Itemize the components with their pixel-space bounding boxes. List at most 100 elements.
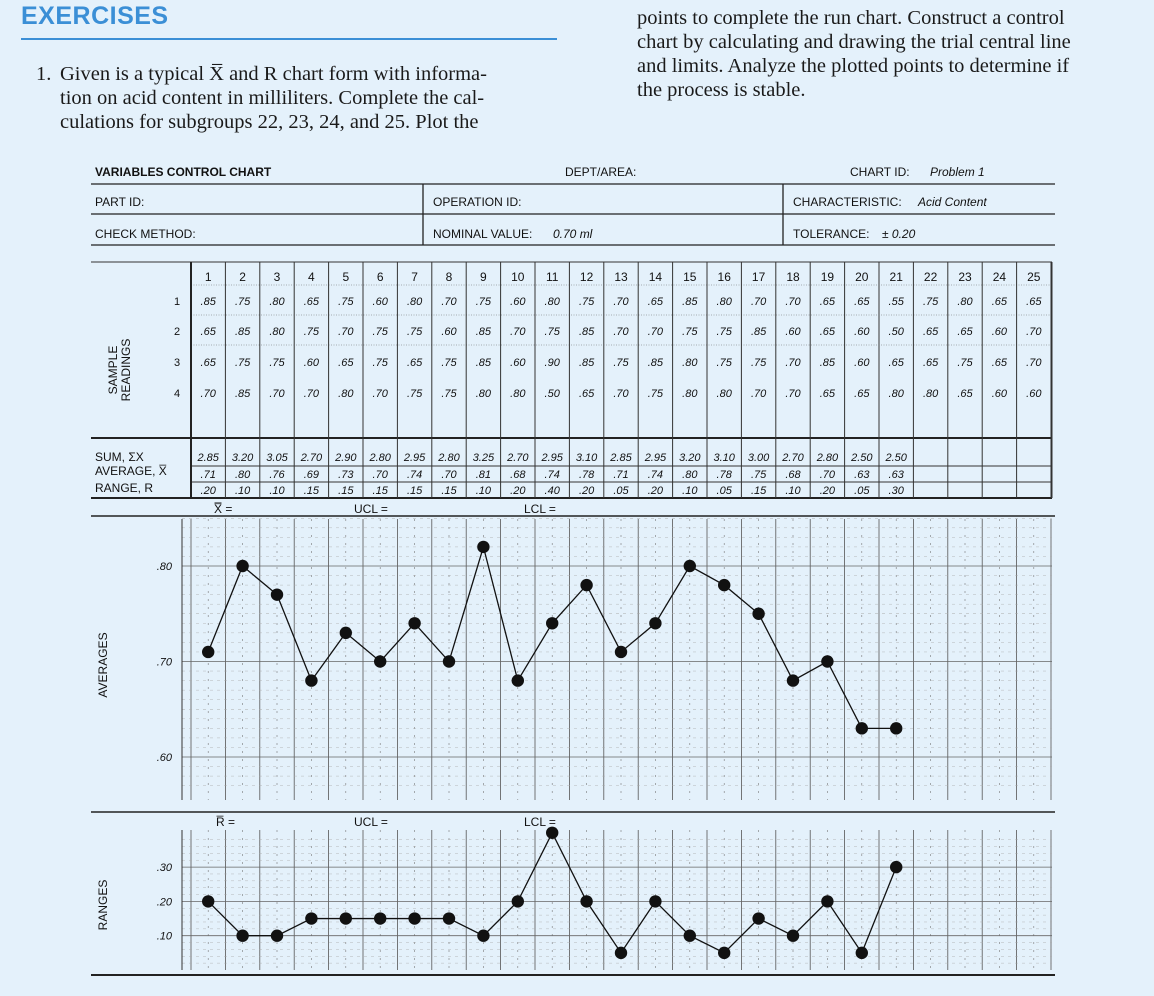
range-point: [649, 895, 662, 908]
reading-value: .70: [510, 326, 526, 338]
average-point: [477, 540, 490, 554]
average-value: .68: [785, 469, 801, 481]
range-point: [546, 826, 559, 839]
reading-value: .75: [235, 296, 251, 308]
range-value: .05: [613, 485, 629, 497]
reading-value: .85: [579, 326, 595, 338]
range-value: .10: [269, 485, 285, 497]
avg-tick-label: .70: [157, 657, 173, 669]
reading-value: .70: [785, 357, 801, 369]
sum-value: 3.10: [713, 452, 735, 464]
check-method-label: CHECK METHOD:: [95, 227, 196, 241]
range-tick-label: .30: [157, 862, 173, 874]
range-value: .40: [545, 485, 561, 497]
reading-value: .65: [923, 357, 939, 369]
nominal-value: 0.70 ml: [553, 227, 593, 241]
reading-value: .70: [373, 388, 389, 400]
title-rule: [21, 38, 557, 40]
reading-value: .85: [235, 326, 251, 338]
reading-value: .65: [889, 357, 905, 369]
range-value: .30: [889, 485, 905, 497]
exercise-number: 1.: [36, 63, 52, 85]
reading-value: .85: [648, 357, 664, 369]
range-point: [477, 929, 490, 942]
subgroup-number: 19: [821, 270, 835, 284]
reading-value: .80: [889, 388, 905, 400]
reading-value: .70: [269, 388, 285, 400]
avg-lcl-label: LCL =: [524, 502, 556, 516]
range-point: [202, 895, 215, 908]
sum-label: SUM, ΣX: [95, 450, 144, 464]
subgroup-number: 1: [205, 270, 212, 284]
average-value: .70: [441, 469, 457, 481]
reading-value: .65: [820, 326, 836, 338]
reading-value: .65: [854, 296, 870, 308]
reading-value: .75: [579, 296, 595, 308]
reading-value: .75: [235, 357, 251, 369]
subgroup-number: 6: [377, 270, 384, 284]
subgroup-number: 3: [274, 270, 281, 284]
average-value: .78: [579, 469, 595, 481]
sum-value: 3.05: [266, 452, 288, 464]
average-value: .74: [407, 469, 422, 481]
average-point: [339, 626, 352, 640]
exercise-text-left: 1. Given is a typical X̅ and R chart for…: [36, 62, 546, 134]
reading-value: .80: [407, 296, 423, 308]
avg-tick-label: .80: [157, 561, 173, 573]
reading-value: .65: [820, 388, 836, 400]
reading-value: .65: [648, 296, 664, 308]
range-label: RANGE, R: [95, 481, 153, 495]
subgroup-number: 12: [580, 270, 594, 284]
form-title: VARIABLES CONTROL CHART: [95, 165, 272, 179]
average-point: [718, 578, 731, 592]
subgroup-number: 5: [342, 270, 349, 284]
subgroup-number: 10: [511, 270, 525, 284]
sum-value: 2.90: [334, 452, 357, 464]
readings-table-grid: [91, 261, 1053, 499]
exercise-line: chart by calculating and drawing the tri…: [637, 31, 1071, 53]
range-point: [890, 860, 903, 874]
reading-value: .80: [269, 296, 285, 308]
part-id-label: PART ID:: [95, 195, 144, 209]
range-tick-label: .10: [157, 931, 173, 943]
reading-value: .80: [338, 388, 354, 400]
reading-value: .75: [682, 326, 698, 338]
reading-row-number: 2: [174, 326, 180, 338]
reading-value: .75: [923, 296, 939, 308]
average-value: .76: [269, 469, 285, 481]
range-value: .10: [682, 485, 698, 497]
average-value: .78: [717, 469, 733, 481]
reading-value: .70: [613, 326, 629, 338]
reading-value: .70: [785, 296, 801, 308]
range-value: .05: [854, 485, 870, 497]
average-point: [374, 655, 387, 668]
avg-ucl-label: UCL =: [354, 502, 388, 516]
reading-value: .60: [992, 326, 1008, 338]
reading-value: .60: [854, 357, 870, 369]
subgroup-number: 14: [649, 270, 663, 284]
reading-value: .70: [648, 326, 664, 338]
reading-value: .55: [889, 296, 905, 308]
ranges-axis-label: RANGES: [96, 880, 110, 931]
subgroup-number: 16: [718, 270, 732, 284]
characteristic-value: Acid Content: [917, 195, 987, 209]
sum-value: 3.20: [232, 452, 254, 464]
sum-value: 2.95: [644, 452, 667, 464]
reading-value: .65: [304, 296, 320, 308]
range-point: [786, 929, 800, 942]
exercise-line: and limits. Analyze the plotted points t…: [637, 55, 1070, 77]
sum-value: 2.95: [540, 452, 563, 464]
reading-value: .80: [682, 357, 698, 369]
range-value: .05: [717, 485, 733, 497]
subgroup-number: 18: [786, 270, 800, 284]
reading-value: .80: [510, 388, 526, 400]
reading-value: .65: [992, 296, 1008, 308]
averages-series-line: [207, 544, 897, 729]
reading-value: .65: [1026, 296, 1042, 308]
range-point: [821, 895, 834, 908]
average-point: [270, 588, 284, 601]
form-header-lines: [91, 183, 1055, 246]
xbar-grand-label: X̿ =: [214, 501, 232, 516]
reading-value: .85: [201, 296, 217, 308]
average-point: [890, 722, 903, 735]
